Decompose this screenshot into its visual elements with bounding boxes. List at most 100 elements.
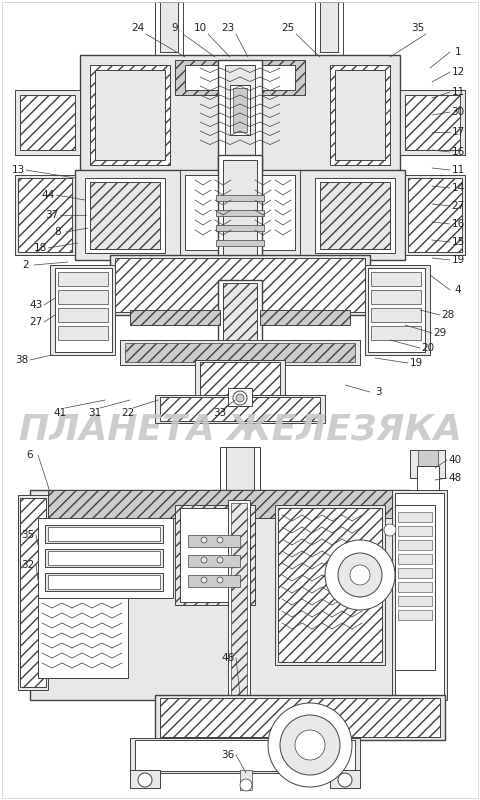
Bar [417,466,439,491]
Bar [90,65,170,165]
Bar [58,326,108,340]
Bar [110,255,370,315]
Circle shape [280,715,340,775]
Bar [365,265,430,355]
Text: 22: 22 [121,408,134,418]
Text: 41: 41 [53,408,67,418]
Bar [48,575,160,589]
Bar [80,55,400,175]
Bar [180,170,300,255]
Bar [218,280,262,420]
Text: 33: 33 [214,408,227,418]
Bar [45,573,163,591]
Text: 6: 6 [27,450,33,460]
Bar [278,508,382,662]
Text: 11: 11 [451,165,465,175]
Bar [315,2,343,57]
Bar [160,2,178,52]
Bar [216,210,264,216]
Bar [18,178,72,252]
Bar [125,343,355,362]
Bar [220,447,260,497]
Circle shape [217,577,223,583]
Text: 8: 8 [55,227,61,237]
Bar [398,554,432,564]
Bar [20,95,75,150]
Text: 31: 31 [88,408,102,418]
Bar [216,225,264,231]
Bar [392,490,447,700]
Bar [223,283,257,417]
Text: 1: 1 [455,47,461,57]
Bar [405,175,465,255]
Bar [95,70,165,160]
Bar [188,535,240,547]
Text: 25: 25 [281,23,295,33]
Bar [371,290,421,304]
Text: 9: 9 [172,23,178,33]
Bar [371,308,421,322]
Bar [398,568,432,578]
Text: 44: 44 [41,190,55,200]
Bar [400,90,465,155]
Bar [45,549,163,567]
Bar [185,65,295,90]
Bar [398,512,432,522]
Bar [398,540,432,550]
Bar [398,596,432,606]
Bar [398,526,432,536]
Text: 38: 38 [15,355,29,365]
Circle shape [240,779,252,791]
Text: 30: 30 [451,107,465,117]
Circle shape [268,703,352,787]
Text: 4: 4 [455,285,461,295]
Circle shape [338,773,352,787]
Bar [230,85,250,135]
Bar [90,182,160,249]
Bar [335,70,385,160]
Circle shape [201,577,207,583]
Bar [218,155,262,285]
Bar [228,388,252,406]
Bar [58,290,108,304]
Text: 37: 37 [46,210,59,220]
Bar [155,395,325,423]
Text: 48: 48 [448,473,462,483]
Bar [18,495,48,690]
Bar [200,362,280,408]
Bar [228,500,250,700]
Bar [48,490,392,518]
Bar [130,770,160,788]
Text: 36: 36 [221,750,235,760]
Bar [38,518,173,598]
Bar [75,170,405,260]
Text: 24: 24 [132,23,144,33]
Bar [216,195,264,201]
Bar [15,90,80,155]
Text: 32: 32 [22,560,35,570]
Text: 27: 27 [29,317,43,327]
Bar [15,175,75,255]
Bar [218,60,262,175]
Bar [330,65,390,165]
Circle shape [138,773,152,787]
Text: 43: 43 [29,300,43,310]
Circle shape [295,730,325,760]
Text: 16: 16 [451,219,465,229]
Bar [30,490,410,700]
Text: 23: 23 [221,23,235,33]
Bar [120,340,360,365]
Bar [320,182,390,249]
Bar [275,505,385,665]
Bar [85,178,165,253]
Text: 29: 29 [433,328,446,338]
Bar [155,695,445,740]
Circle shape [217,537,223,543]
Bar [20,498,46,687]
Bar [395,505,435,670]
Bar [48,527,160,541]
Circle shape [350,565,370,585]
Circle shape [325,540,395,610]
Bar [398,582,432,592]
Circle shape [338,553,382,597]
